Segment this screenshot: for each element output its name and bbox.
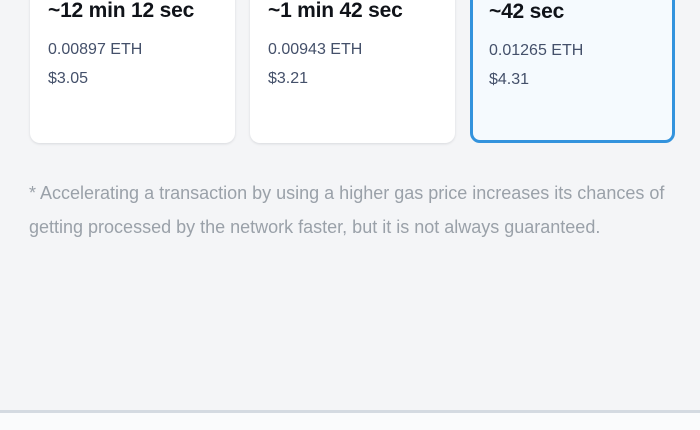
gas-option-time: ~42 sec [489,0,565,23]
bottom-divider [0,410,700,413]
gas-option-eth-amount: 0.00897 ETH [48,41,143,58]
gas-option-fiat-amount: $4.31 [489,71,530,88]
gas-option-fiat-amount: $3.05 [48,70,89,87]
gas-option-eth-amount: 0.00943 ETH [268,41,363,58]
gas-option-time: ~12 min 12 sec [48,0,195,22]
gas-option-time: ~1 min 42 sec [268,0,403,22]
gas-option-card-low[interactable]: Low ~12 min 12 sec 0.00897 ETH $3.05 [30,0,235,143]
gas-option-fiat-amount: $3.21 [268,70,309,87]
bottom-bar: Send transaction [0,413,700,430]
gas-acceleration-footnote: * Accelerating a transaction by using a … [29,183,665,237]
gas-option-card-average[interactable]: Average ~1 min 42 sec 0.00943 ETH $3.21 [250,0,455,143]
gas-option-card-high[interactable]: High ~42 sec 0.01265 ETH $4.31 [470,0,675,143]
gas-option-eth-amount: 0.01265 ETH [489,42,584,59]
gas-options-row: Low ~12 min 12 sec 0.00897 ETH $3.05 Ave… [30,0,675,143]
